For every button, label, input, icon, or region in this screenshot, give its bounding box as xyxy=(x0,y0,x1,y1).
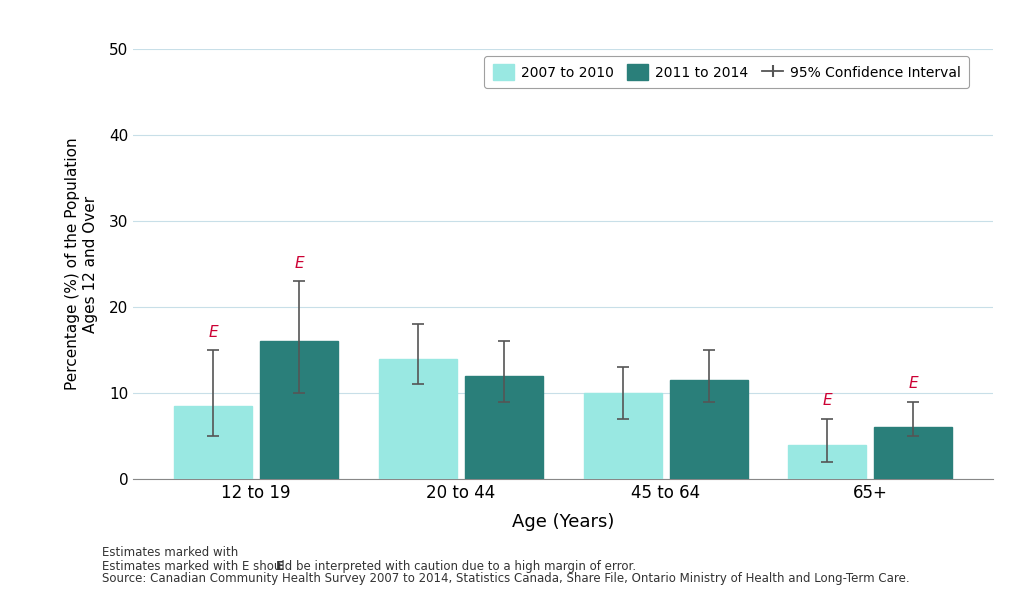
Bar xyxy=(260,341,338,479)
Bar xyxy=(465,376,543,479)
Text: Source: Canadian Community Health Survey 2007 to 2014, Statistics Canada, Share : Source: Canadian Community Health Survey… xyxy=(102,572,910,585)
Text: Estimates marked with E should be interpreted with caution due to a high margin : Estimates marked with E should be interp… xyxy=(102,560,637,573)
Bar xyxy=(788,445,866,479)
Text: Estimates marked with: Estimates marked with xyxy=(102,546,243,559)
Text: E: E xyxy=(208,325,218,340)
Bar xyxy=(174,406,252,479)
X-axis label: Age (Years): Age (Years) xyxy=(512,513,614,531)
Text: E: E xyxy=(294,256,304,271)
Text: E: E xyxy=(908,376,919,391)
Y-axis label: Percentage (%) of the Population
Ages 12 and Over: Percentage (%) of the Population Ages 12… xyxy=(66,138,97,391)
Text: E: E xyxy=(822,394,833,408)
Legend: 2007 to 2010, 2011 to 2014, 95% Confidence Interval: 2007 to 2010, 2011 to 2014, 95% Confiden… xyxy=(484,56,969,88)
Bar xyxy=(670,380,748,479)
Text: E: E xyxy=(276,560,284,573)
Bar xyxy=(584,393,662,479)
Bar xyxy=(874,427,952,479)
Bar xyxy=(379,359,457,479)
